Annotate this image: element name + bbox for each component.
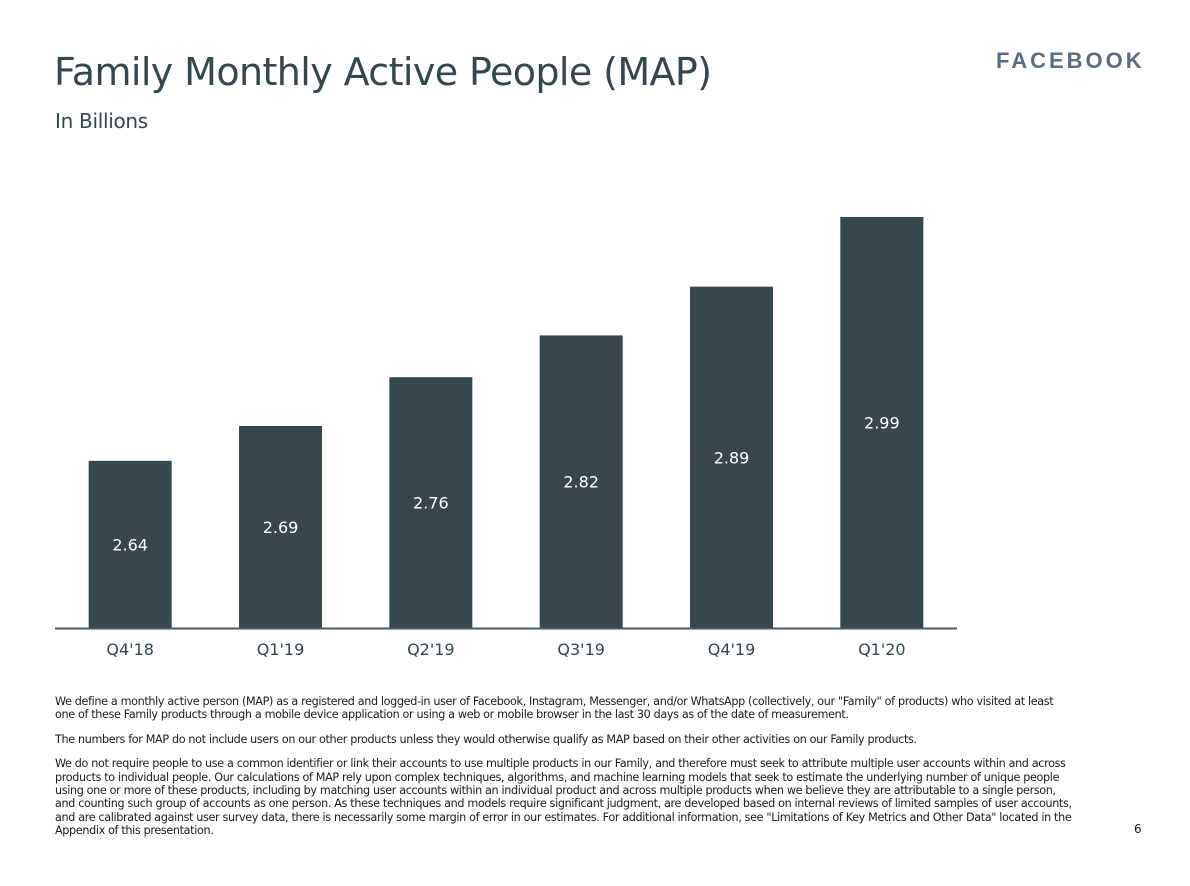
x-tick-label: Q4'19	[708, 640, 756, 659]
x-tick-label: Q2'19	[407, 640, 455, 659]
bar-value-label: 2.64	[112, 535, 148, 554]
x-tick-label: Q3'19	[557, 640, 605, 659]
bar-Q319	[539, 335, 623, 628]
bar-Q219	[389, 377, 473, 628]
x-tick-label: Q1'19	[257, 640, 305, 659]
slide-subtitle: In Billions	[55, 109, 148, 133]
bar-value-label: 2.76	[413, 494, 449, 513]
bar-Q419	[690, 286, 773, 628]
bar-Q119	[239, 425, 322, 628]
footnote-methodology: We do not require people to use a common…	[55, 757, 1072, 838]
bar-Q418	[88, 460, 172, 628]
page-number: 6	[1134, 822, 1142, 836]
bar-Q120	[840, 216, 924, 628]
bars-group: 2.64 2.69 2.76 2.82 2.89 2.99	[88, 216, 924, 628]
footnote-scope: The numbers for MAP do not include users…	[55, 732, 917, 746]
footnotes: We define a monthly active person (MAP) …	[55, 695, 1075, 849]
bar-value-label: 2.89	[714, 448, 750, 467]
x-tick-label: Q4'18	[106, 640, 154, 659]
bar-value-label: 2.69	[263, 518, 299, 537]
footnote-definition: We define a monthly active person (MAP) …	[55, 695, 1054, 722]
x-tick-label: Q1'20	[858, 640, 906, 659]
bar-value-label: 2.82	[563, 473, 599, 492]
slide-title: Family Monthly Active People (MAP)	[54, 50, 712, 94]
bar-chart: 2.64 2.69 2.76 2.82 2.89 2.99 Q4'18 Q1'19 Q2'19…	[55, 216, 957, 659]
facebook-logo: FACEBOOK	[996, 48, 1145, 73]
x-tick-labels: Q4'18 Q1'19 Q2'19 Q3'19 Q4'19 Q1'20	[106, 640, 905, 659]
bar-value-label: 2.99	[864, 413, 900, 432]
